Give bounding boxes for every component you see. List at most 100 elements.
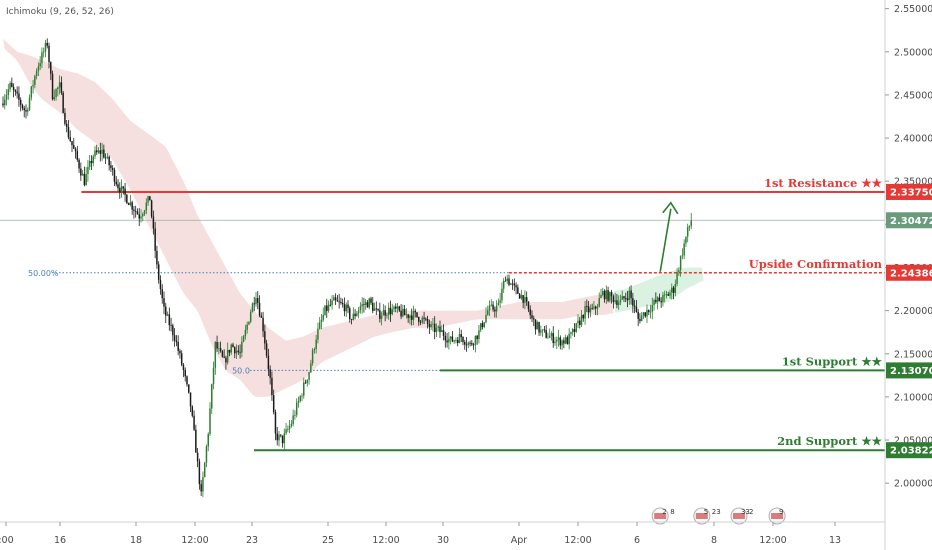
- candle-body: [656, 297, 659, 302]
- candle-body: [28, 97, 31, 110]
- candle-body: [644, 312, 646, 317]
- candle-body: [320, 319, 323, 323]
- candle-body: [184, 370, 186, 377]
- candle-body: [191, 406, 194, 416]
- candle-body: [350, 319, 353, 320]
- candle-body: [616, 300, 618, 306]
- candle-body: [168, 314, 171, 326]
- candle-body: [223, 356, 225, 358]
- upside-confirmation-tag: [886, 264, 932, 281]
- candle-body: [308, 372, 310, 380]
- candle-body: [490, 304, 493, 306]
- candle-body: [462, 337, 464, 342]
- candle-body: [407, 314, 409, 318]
- candle-body: [446, 340, 448, 343]
- candle-body: [609, 292, 611, 301]
- candle-body: [129, 202, 132, 205]
- candle-body: [147, 196, 149, 203]
- candle-body: [140, 216, 142, 219]
- candle-body: [214, 341, 217, 368]
- candle-body: [138, 214, 140, 219]
- candle-body: [541, 329, 544, 331]
- candle-body: [400, 310, 402, 317]
- candle-body: [150, 200, 153, 217]
- candle-body: [207, 433, 209, 447]
- candle-body: [582, 314, 585, 319]
- candle-body: [57, 87, 59, 90]
- candle-body: [202, 477, 204, 492]
- candle-body: [19, 99, 22, 105]
- time-tick-label: 12:00: [759, 535, 786, 546]
- candle-body: [35, 71, 38, 77]
- candle-body: [297, 401, 300, 403]
- candle-body: [11, 83, 13, 88]
- candle-body: [189, 392, 192, 407]
- time-tick-label: 8: [711, 535, 717, 546]
- candle-body: [166, 314, 169, 316]
- candle-body: [90, 160, 93, 164]
- candle-body: [529, 309, 531, 316]
- candle-body: [157, 264, 160, 280]
- time-tick-label: 12:00: [564, 535, 591, 546]
- candle-body: [62, 92, 64, 113]
- candle-body: [272, 395, 275, 413]
- candle-body: [412, 310, 415, 320]
- candle-body: [623, 296, 625, 299]
- event-subcount: 23: [712, 508, 721, 516]
- candle-body: [324, 305, 326, 315]
- candle-body: [14, 90, 17, 92]
- candle-body: [67, 126, 70, 138]
- upside-confirmation-tag-label: 2.24386: [890, 268, 932, 279]
- support-1-tag-label: 2.13070: [890, 366, 932, 377]
- candle-body: [543, 329, 546, 331]
- candle-body: [366, 302, 369, 308]
- candle-body: [76, 151, 79, 160]
- candle-body: [290, 423, 293, 426]
- event-count: 9: [779, 508, 783, 516]
- candle-body: [513, 283, 516, 286]
- candle-body: [246, 324, 248, 330]
- candle-body: [94, 150, 96, 157]
- candle-body: [200, 484, 202, 492]
- candle-body: [71, 141, 73, 146]
- candle-body: [7, 89, 10, 95]
- candle-body: [626, 298, 629, 301]
- candle-body: [453, 340, 455, 342]
- candle-body: [600, 295, 602, 299]
- candle-body: [504, 280, 507, 282]
- candle-body: [249, 312, 252, 322]
- candle-body: [617, 302, 620, 306]
- candle-body: [563, 340, 565, 344]
- candle-body: [658, 297, 661, 302]
- candle-body: [517, 287, 519, 294]
- candle-body: [402, 308, 404, 317]
- candle-body: [653, 300, 655, 305]
- candle-body: [476, 335, 478, 340]
- candle-body: [251, 303, 254, 313]
- candle-body: [104, 157, 107, 159]
- candle-body: [681, 255, 684, 257]
- candle-body: [671, 287, 673, 293]
- candle-body: [117, 184, 119, 189]
- candle-body: [152, 216, 155, 229]
- time-tick-label: 6: [634, 535, 640, 546]
- candles: [2, 38, 692, 498]
- candle-body: [536, 322, 539, 330]
- time-tick-label: 18: [130, 535, 142, 546]
- candle-body: [154, 228, 156, 251]
- candle-body: [418, 317, 420, 322]
- candle-body: [458, 334, 461, 343]
- candle-body: [646, 309, 648, 317]
- candle-body: [437, 326, 439, 328]
- candle-body: [230, 344, 232, 353]
- indicator-label[interactable]: Ichimoku (9, 26, 52, 26): [6, 7, 114, 17]
- candle-body: [299, 396, 301, 402]
- candle-body: [265, 343, 268, 356]
- candle-body: [630, 290, 632, 299]
- candle-body: [234, 347, 236, 354]
- candle-body: [501, 288, 503, 301]
- candle-body: [363, 304, 365, 305]
- time-tick-label: Apr: [511, 535, 528, 546]
- candle-body: [103, 149, 105, 158]
